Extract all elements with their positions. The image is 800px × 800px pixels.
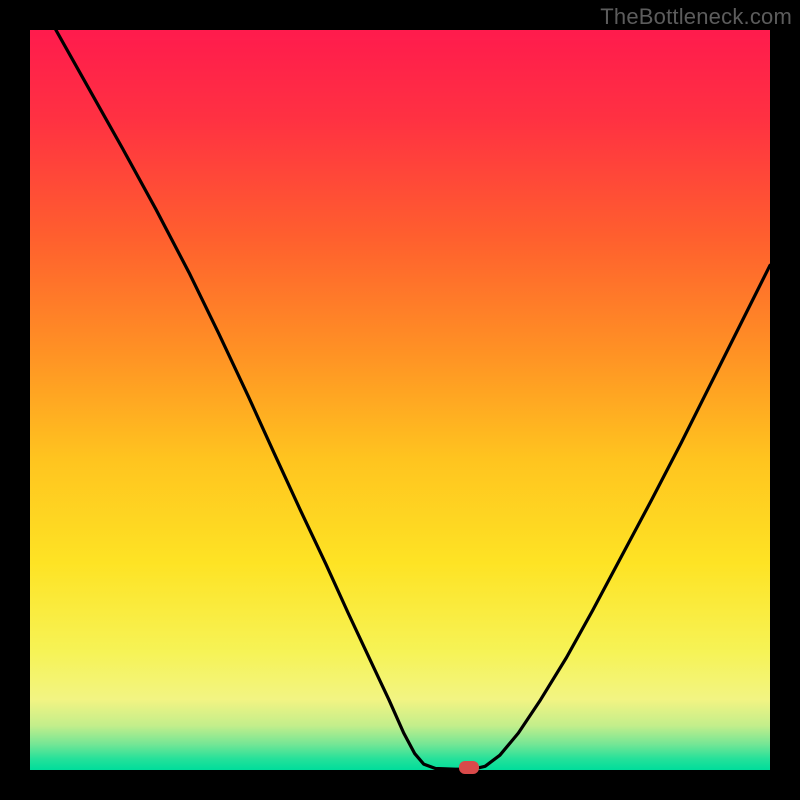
plot-area xyxy=(30,30,770,770)
min-marker xyxy=(459,761,479,774)
chart-container: TheBottleneck.com xyxy=(0,0,800,800)
watermark-text: TheBottleneck.com xyxy=(600,4,792,30)
bottleneck-curve xyxy=(30,30,770,770)
